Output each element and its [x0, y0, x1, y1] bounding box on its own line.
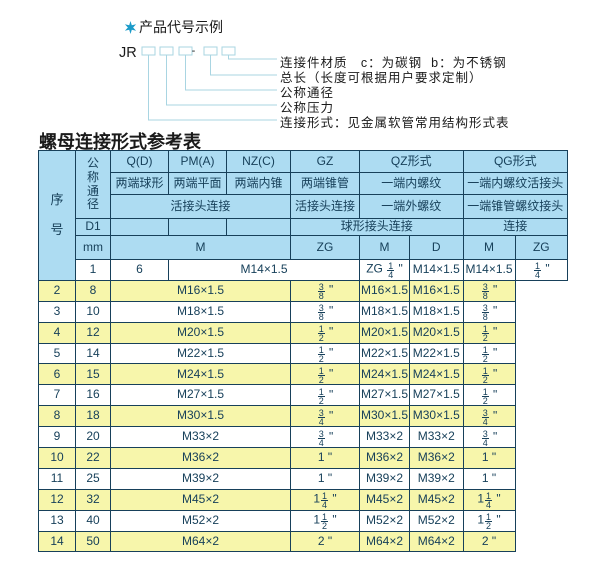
- svg-text:-: -: [192, 45, 196, 57]
- svg-text:JR: JR: [119, 45, 137, 61]
